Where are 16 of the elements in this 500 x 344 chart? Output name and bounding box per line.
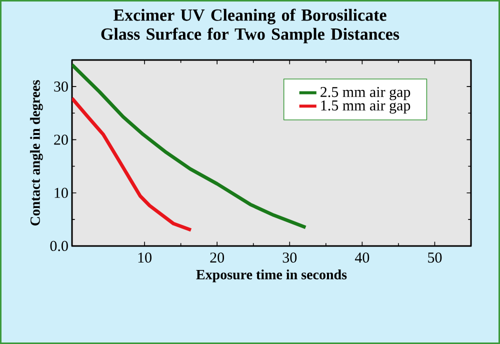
chart-title: Excimer UV Cleaning of Borosilicate Glass Surface for Two Sample Distances (101, 8, 400, 44)
legend-label: 1.5 mm air gap (321, 100, 410, 114)
x-axis-title: Exposure time in seconds (196, 269, 347, 282)
line-series (72, 96, 193, 232)
x-tick-label: 10 (138, 252, 152, 263)
legend-label: 2.5 mm air gap (320, 87, 410, 100)
x-tick-label: 20 (210, 252, 224, 263)
x-tick-label: 40 (354, 252, 370, 263)
y-tick-label: 20 (54, 134, 68, 145)
y-tick-label: 10 (54, 188, 68, 198)
x-tick-label: 50 (428, 252, 442, 263)
y-axis-title: Contact angle in degrees (30, 80, 43, 226)
x-tick-label: 30 (282, 252, 297, 263)
y-tick-label: 30 (54, 82, 68, 92)
line-series (72, 63, 308, 230)
y-tick-label: 0.0 (50, 240, 68, 252)
